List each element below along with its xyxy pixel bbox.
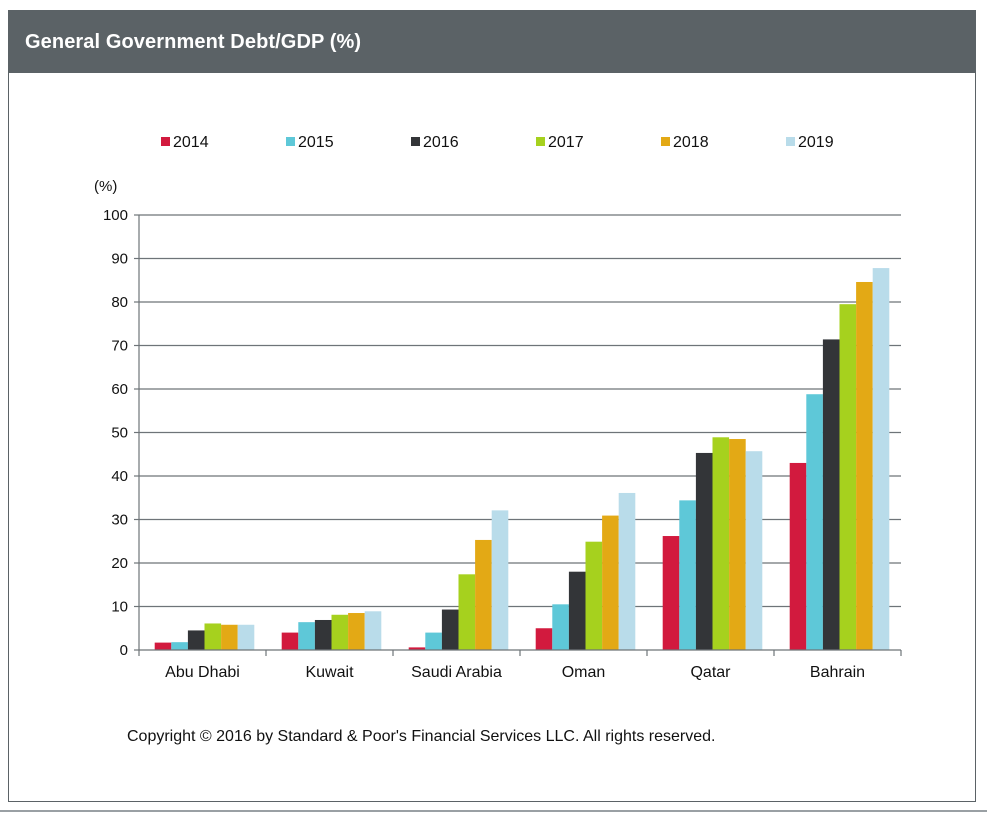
bar-2017-saudi-arabia (458, 574, 476, 650)
bar-2019-bahrain (872, 268, 890, 650)
bottom-rule (0, 810, 987, 812)
bar-2017-oman (585, 541, 603, 650)
y-tick-label: 30 (111, 512, 128, 529)
bar-2016-oman (568, 571, 586, 650)
axes (138, 215, 902, 656)
y-tick-label: 60 (111, 381, 128, 398)
legend-label: 2017 (548, 134, 584, 151)
bar-2017-qatar (712, 437, 730, 650)
x-category-label: Saudi Arabia (411, 664, 502, 681)
legend-swatch (661, 137, 670, 146)
gridlines (139, 214, 901, 608)
legend-swatch (536, 137, 545, 146)
bar-2019-abu-dhabi (237, 624, 255, 650)
bar-2018-kuwait (348, 613, 365, 650)
bar-2018-qatar (729, 439, 746, 650)
bar-2019-saudi-arabia (491, 510, 509, 650)
legend-swatch (786, 137, 795, 146)
bar-2017-abu-dhabi (204, 623, 222, 650)
bar-2015-bahrain (806, 394, 823, 650)
bar-2018-oman (602, 515, 619, 650)
y-tick-label: 0 (120, 642, 128, 659)
x-category-label: Bahrain (810, 664, 865, 681)
copyright-notice: Copyright © 2016 by Standard & Poor's Fi… (127, 728, 716, 745)
x-category-label: Oman (562, 664, 606, 681)
y-tick-label: 20 (111, 555, 128, 572)
bar-2015-abu-dhabi (171, 642, 188, 650)
bar-2016-kuwait (314, 619, 332, 650)
bar-2017-kuwait (331, 614, 349, 650)
y-tick-label: 40 (111, 468, 128, 485)
y-tick-label: 90 (111, 251, 128, 268)
legend-swatch (161, 137, 170, 146)
legend-swatch (411, 137, 420, 146)
bar-2019-kuwait (364, 611, 382, 650)
panel-header: General Government Debt/GDP (%) (9, 11, 975, 73)
bar-2017-bahrain (839, 304, 857, 650)
y-axis-ticks: 0 10 20 30 40 50 60 70 80 90 100 (103, 207, 139, 659)
x-category-label: Abu Dhabi (165, 664, 240, 681)
legend-label: 2019 (798, 134, 834, 151)
bar-2018-abu-dhabi (221, 624, 238, 650)
bar-2014-abu-dhabi (154, 642, 172, 650)
bar-2015-qatar (679, 500, 696, 650)
y-tick-label: 70 (111, 338, 128, 355)
legend-label: 2014 (173, 134, 209, 151)
bar-2016-saudi-arabia (441, 609, 459, 650)
y-tick-label: 100 (103, 207, 128, 224)
bar-2014-saudi-arabia (408, 647, 426, 650)
bar-2018-bahrain (856, 281, 873, 650)
bar-2014-bahrain (789, 462, 807, 650)
bar-2019-oman (618, 492, 636, 650)
legend-label: 2015 (298, 134, 334, 151)
y-axis-unit-label: (%) (94, 178, 117, 195)
legend-label: 2018 (673, 134, 709, 151)
bar-2014-kuwait (281, 632, 299, 650)
x-category-label: Kuwait (305, 664, 354, 681)
bar-2016-abu-dhabi (187, 630, 205, 650)
bar-2015-oman (552, 604, 569, 650)
legend-label: 2016 (423, 134, 459, 151)
bar-2015-saudi-arabia (425, 632, 442, 650)
bar-2016-qatar (695, 452, 713, 650)
bar-2016-bahrain (822, 339, 840, 650)
legend: 2014 2015 2016 2017 2018 2019 (161, 134, 834, 151)
x-axis-categories: Abu Dhabi Kuwait Saudi Arabia Oman Qatar Bahr… (165, 664, 865, 681)
bar-2019-qatar (745, 451, 763, 650)
x-category-label: Qatar (690, 664, 731, 681)
bar-2014-oman (535, 628, 553, 650)
bars (154, 268, 890, 650)
y-tick-label: 50 (111, 425, 128, 442)
bar-2018-saudi-arabia (475, 539, 492, 650)
y-tick-label: 10 (111, 599, 128, 616)
legend-swatch (286, 137, 295, 146)
bar-2014-qatar (662, 536, 680, 650)
chart-title: General Government Debt/GDP (%) (25, 31, 362, 53)
y-tick-label: 80 (111, 294, 128, 311)
bar-2015-kuwait (298, 622, 315, 650)
